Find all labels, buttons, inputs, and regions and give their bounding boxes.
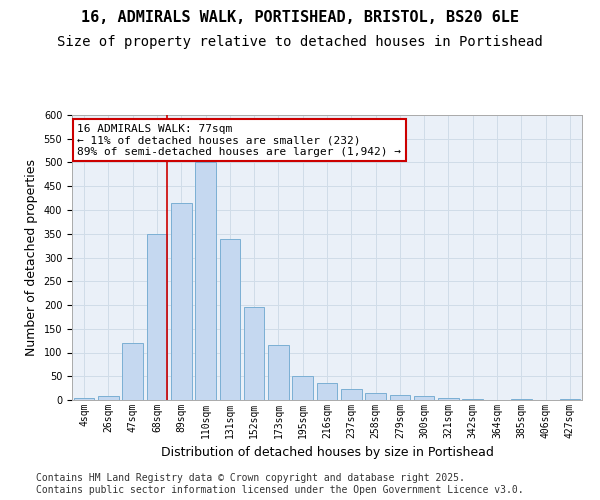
Bar <box>463 398 483 400</box>
Text: 16, ADMIRALS WALK, PORTISHEAD, BRISTOL, BS20 6LE: 16, ADMIRALS WALK, PORTISHEAD, BRISTOL, … <box>81 10 519 25</box>
Bar <box>98 396 119 400</box>
Bar <box>244 308 265 400</box>
Bar <box>220 238 240 400</box>
Bar <box>365 393 386 400</box>
Y-axis label: Number of detached properties: Number of detached properties <box>25 159 38 356</box>
Bar <box>341 388 362 400</box>
Bar <box>292 376 313 400</box>
Bar <box>511 399 532 400</box>
Bar <box>389 395 410 400</box>
Bar <box>438 398 459 400</box>
Bar <box>414 396 434 400</box>
Bar <box>317 384 337 400</box>
Text: Contains HM Land Registry data © Crown copyright and database right 2025.
Contai: Contains HM Land Registry data © Crown c… <box>36 474 524 495</box>
Bar <box>74 398 94 400</box>
X-axis label: Distribution of detached houses by size in Portishead: Distribution of detached houses by size … <box>161 446 493 460</box>
Text: Size of property relative to detached houses in Portishead: Size of property relative to detached ho… <box>57 35 543 49</box>
Bar <box>195 162 216 400</box>
Bar <box>146 234 167 400</box>
Bar <box>171 203 191 400</box>
Bar <box>268 346 289 400</box>
Bar <box>560 399 580 400</box>
Text: 16 ADMIRALS WALK: 77sqm
← 11% of detached houses are smaller (232)
89% of semi-d: 16 ADMIRALS WALK: 77sqm ← 11% of detache… <box>77 124 401 157</box>
Bar <box>122 343 143 400</box>
